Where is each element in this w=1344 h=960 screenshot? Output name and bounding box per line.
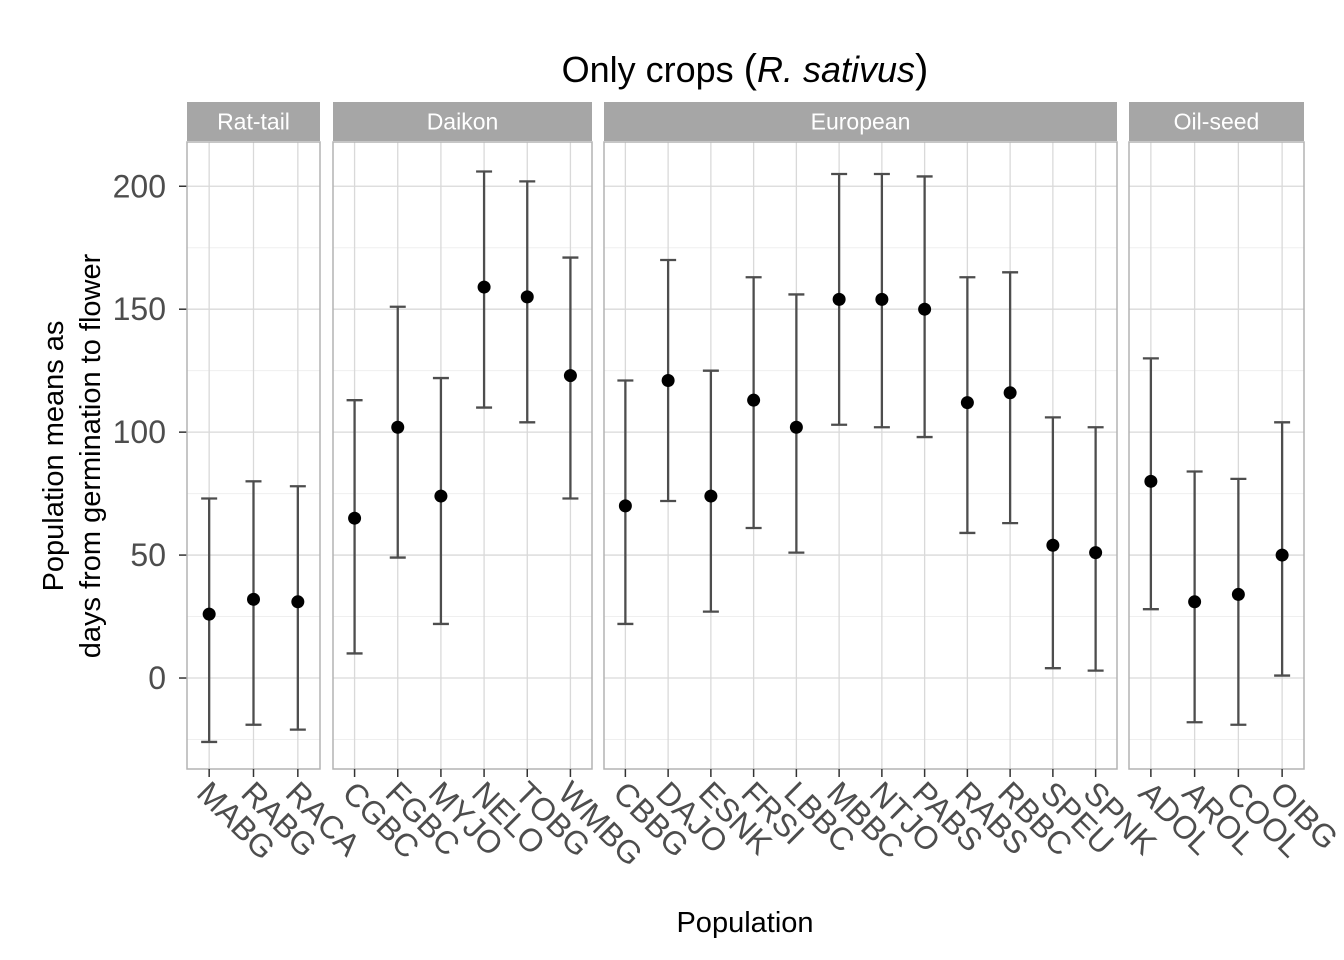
- point-speu: [1046, 538, 1060, 552]
- point-esnk: [704, 489, 718, 503]
- point-lbbc: [789, 420, 803, 434]
- point-spnk: [1089, 546, 1103, 560]
- y-tick-label: 50: [130, 537, 166, 573]
- point-pabs: [918, 302, 932, 316]
- facet-strip: [333, 102, 592, 141]
- panel-border: [1128, 141, 1305, 770]
- errorbar-cgbc: [346, 399, 363, 655]
- point-dajo: [661, 374, 675, 388]
- facet-strip-label: Rat-tail: [217, 109, 290, 135]
- facet-strip: [1129, 102, 1304, 141]
- facet-strip-label: Oil-seed: [1174, 109, 1260, 135]
- y-axis-title: Population means as days from germination…: [38, 253, 107, 658]
- y-tick-label: 200: [113, 168, 166, 204]
- y-tick-label: 100: [113, 414, 166, 450]
- point-oibg: [1275, 548, 1289, 562]
- point-cool: [1231, 587, 1245, 601]
- point-cgbc: [348, 511, 362, 525]
- panel-border: [603, 141, 1118, 770]
- point-mabg: [202, 607, 216, 621]
- panel-background: [1129, 142, 1304, 769]
- point-nelo: [477, 280, 491, 294]
- point-adol: [1144, 474, 1158, 488]
- point-arol: [1188, 595, 1202, 609]
- y-tick-label: 150: [113, 291, 166, 327]
- point-wmbg: [563, 369, 577, 383]
- point-cbbg: [618, 499, 632, 513]
- facet-strip: [604, 102, 1117, 141]
- x-axis-title: Population: [676, 907, 813, 939]
- point-tobg: [520, 290, 534, 304]
- errorbar-cool: [1230, 477, 1247, 726]
- facet-strip: [187, 102, 320, 141]
- panel-border: [332, 141, 593, 770]
- y-tick-label: 0: [148, 660, 166, 696]
- panel-background: [333, 142, 592, 769]
- facet-panel-european: EuropeanCBBGDAJOESNKFRSILBBCMBBCNTJOPABS…: [603, 102, 1164, 865]
- point-rabg: [247, 592, 260, 606]
- point-rbbc: [1003, 386, 1017, 400]
- point-fgbc: [391, 420, 405, 434]
- point-ntjo: [875, 292, 889, 306]
- point-rabs: [960, 396, 974, 410]
- chart-title: Only crops (R. sativus): [562, 47, 929, 91]
- facet-panels: Rat-tailMABGRABGRACADaikonCGBCFGBCMYJONE…: [186, 102, 1344, 873]
- y-axis: 0 50 100 150 200: [113, 168, 187, 696]
- facet-strip-label: Daikon: [427, 109, 499, 135]
- point-mbbc: [832, 292, 846, 306]
- panel-background: [604, 142, 1117, 769]
- point-frsi: [747, 393, 761, 407]
- point-myjo: [434, 489, 448, 503]
- facet-strip-label: European: [811, 109, 911, 135]
- point-raca: [291, 595, 305, 609]
